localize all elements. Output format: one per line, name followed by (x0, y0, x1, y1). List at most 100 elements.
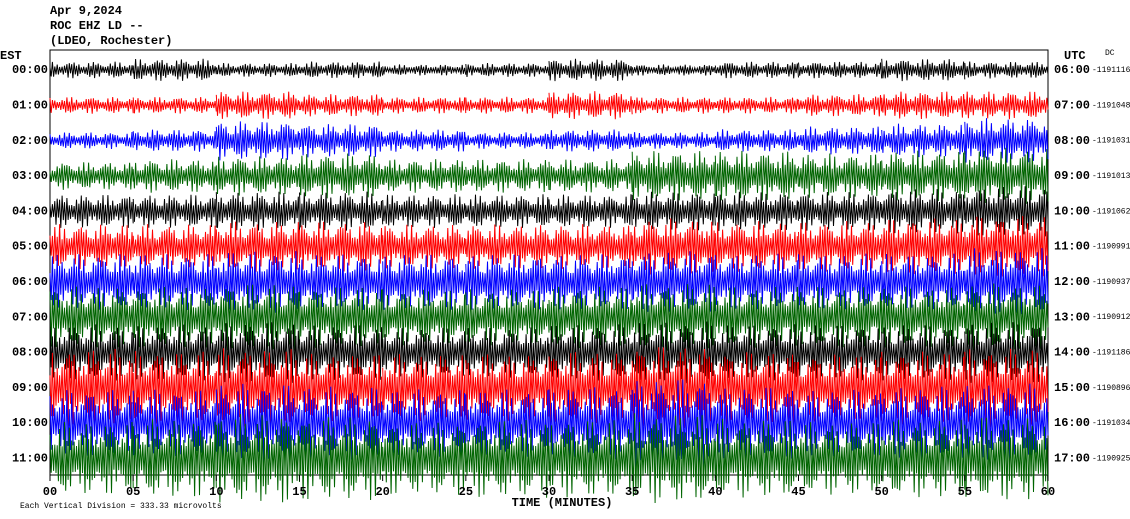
trace-segment (382, 224, 467, 269)
trace-segment (631, 96, 716, 114)
trace-segment (382, 129, 467, 152)
trace-segment (299, 221, 384, 272)
trace-segment (798, 153, 883, 199)
trace-segment (964, 147, 1049, 204)
trace-segment (714, 221, 799, 272)
utc-label: 12:00 (1054, 275, 1090, 289)
trace-segment (881, 150, 966, 202)
trace-segment (465, 419, 550, 498)
trace-segment (964, 417, 1049, 500)
trace-segment (631, 251, 716, 312)
trace-segment (49, 162, 134, 190)
right-axis-label: UTC (1064, 49, 1086, 63)
left-axis-label: EST (0, 49, 22, 63)
trace-segment (132, 286, 217, 348)
utc-label: 09:00 (1054, 169, 1090, 183)
trace-segment (382, 354, 467, 422)
trace-segment (631, 321, 716, 384)
x-tick-label: 10 (209, 485, 223, 499)
trace-segment (714, 61, 799, 79)
dc-value: -1191062 (1092, 207, 1130, 216)
trace-segment (714, 253, 799, 310)
trace-segment (215, 156, 300, 196)
trace-segment (49, 254, 134, 310)
est-label: 08:00 (12, 346, 48, 360)
trace-segment (382, 389, 467, 457)
trace-segment (714, 96, 799, 114)
trace-segment (714, 387, 799, 459)
chart-title: Apr 9,2024 (50, 4, 122, 18)
trace-segment (881, 218, 966, 275)
trace-segment (631, 151, 716, 201)
trace-segment (132, 419, 217, 497)
trace-segment (964, 248, 1049, 315)
footnote: Each Vertical Division = 333.33 microvol… (20, 502, 222, 511)
est-label: 10:00 (12, 416, 48, 430)
trace-segment (548, 420, 633, 498)
dc-value: -1191186 (1092, 349, 1130, 358)
est-label: 11:00 (12, 451, 48, 465)
dc-value: -1191031 (1092, 137, 1130, 146)
trace-segment (49, 132, 134, 150)
trace-segment (215, 121, 300, 161)
trace-segment (382, 96, 467, 114)
est-label: 03:00 (12, 169, 48, 183)
dc-value: -1191116 (1092, 66, 1130, 75)
utc-label: 13:00 (1054, 310, 1090, 324)
trace-segment (49, 348, 134, 426)
trace-segment (798, 287, 883, 348)
trace-segment (49, 61, 134, 79)
est-label: 06:00 (12, 275, 48, 289)
trace-segment (548, 286, 633, 349)
trace-segment (382, 422, 467, 495)
trace-segment (132, 129, 217, 152)
x-tick-label: 40 (708, 485, 722, 499)
trace-segment (299, 153, 384, 199)
trace-segment (299, 417, 384, 501)
trace-segment (631, 64, 716, 76)
trace-segment (964, 383, 1049, 463)
trace-segment (548, 254, 633, 310)
trace-segment (132, 389, 217, 457)
x-tick-label: 00 (43, 485, 57, 499)
trace-segment (881, 253, 966, 310)
trace-segment (548, 91, 633, 120)
trace-segment (132, 159, 217, 193)
x-tick-label: 50 (874, 485, 888, 499)
trace-segment (798, 126, 883, 155)
trace-segment (798, 191, 883, 231)
x-tick-label: 60 (1041, 485, 1055, 499)
trace-segment (299, 124, 384, 158)
est-label: 09:00 (12, 381, 48, 395)
trace-segment (714, 286, 799, 348)
dc-value: -1191048 (1092, 101, 1130, 110)
trace-segment (714, 418, 799, 498)
x-tick-label: 35 (625, 485, 639, 499)
trace-segment (964, 91, 1049, 120)
trace-segment (881, 325, 966, 381)
trace-segment (714, 324, 799, 381)
dc-label: DC (1105, 49, 1115, 58)
dc-value: -1191013 (1092, 172, 1130, 181)
trace-segment (881, 91, 966, 120)
trace-segment (465, 354, 550, 421)
trace-segment (465, 389, 550, 457)
trace-segment (382, 64, 467, 76)
trace-segment (798, 422, 883, 495)
trace-segment (964, 61, 1049, 79)
trace-segment (798, 354, 883, 422)
trace-segment (465, 62, 550, 78)
dc-value: -1190896 (1092, 384, 1130, 393)
trace-segment (215, 251, 300, 313)
trace-segment (132, 194, 217, 228)
trace-segment (132, 58, 217, 81)
trace-segment (631, 132, 716, 149)
trace-segment (382, 194, 467, 228)
trace-segment (631, 413, 716, 504)
trace-segment (881, 123, 966, 158)
trace-segment (548, 159, 633, 193)
trace-segment (299, 191, 384, 231)
trace-segment (132, 224, 217, 270)
utc-label: 15:00 (1054, 381, 1090, 395)
